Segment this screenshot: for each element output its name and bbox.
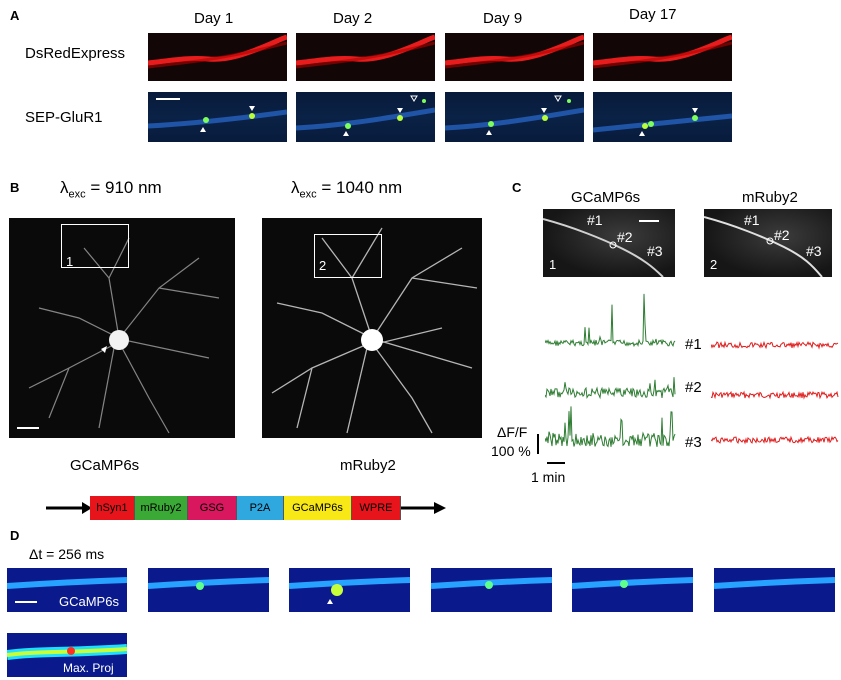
c-right-roi-1: #1 <box>744 212 760 228</box>
left-caption-gcamp6s: GCaMP6s <box>70 457 140 474</box>
panel-a-label: A <box>10 8 20 23</box>
panel-c-left-title: GCaMP6s <box>571 189 641 206</box>
d-max-projection-label: Max. Proj <box>63 661 114 675</box>
panel-b-label: B <box>10 180 20 195</box>
red-trace-2 <box>711 390 839 400</box>
red-traces <box>711 340 839 445</box>
panel-c-label: C <box>512 180 522 195</box>
trace-label-1: #1 <box>685 336 702 353</box>
day-2-label: Day 2 <box>333 10 373 27</box>
roi-box-2 <box>314 234 382 278</box>
c-left-roi-3: #3 <box>647 243 663 259</box>
roi-box-1 <box>61 224 129 268</box>
green-traces <box>545 293 676 448</box>
c-left-roi-2: #2 <box>617 229 633 245</box>
d-frame-4 <box>431 568 552 612</box>
dsred-day9-image <box>445 33 584 81</box>
c-right-image-number: 2 <box>710 257 718 272</box>
construct-segment-hsyn1: hSyn1 <box>90 496 135 520</box>
sep-day9-image <box>445 92 584 142</box>
dsred-day2-image <box>296 33 435 81</box>
row-label-dsred: DsRedExpress <box>25 45 126 62</box>
c-gcamp6s-zoom-image: #1 #2 #3 1 <box>543 209 675 277</box>
roi-box-2-number: 2 <box>319 258 327 273</box>
mruby2-neuron-image: 2 <box>262 218 482 438</box>
d-frame-2 <box>148 568 269 612</box>
roi-box-1-number: 1 <box>66 254 74 269</box>
y-scale-label-line1: ΔF/F <box>497 424 528 440</box>
d-frame-3 <box>289 568 410 612</box>
d-frame-5 <box>572 568 693 612</box>
right-caption-mruby2: mRuby2 <box>340 457 396 474</box>
panel-d-label: D <box>10 528 20 543</box>
d-max-projection: Max. Proj <box>7 633 127 677</box>
y-scale-bar <box>537 434 539 454</box>
d-frame-1-label: GCaMP6s <box>59 594 119 609</box>
c-left-image-number: 1 <box>549 257 557 272</box>
construct-segment-gcamp6s: GCaMP6s <box>284 496 352 520</box>
panel-c-right-title: mRuby2 <box>742 189 798 206</box>
green-trace-2 <box>545 377 676 400</box>
construct-segment-wpre: WPRE <box>352 496 401 520</box>
c-right-roi-3: #3 <box>806 243 822 259</box>
row-label-sep-glur1: SEP-GluR1 <box>25 109 103 126</box>
x-scale-label: 1 min <box>531 469 566 485</box>
construct-diagram: hSyn1 mRuby2 GSG P2A GCaMP6s WPRE <box>46 496 446 520</box>
sep-day17-image <box>593 92 732 142</box>
day-1-label: Day 1 <box>194 10 234 27</box>
red-trace-3 <box>711 435 839 445</box>
c-mruby2-zoom-image: #1 #2 #3 2 <box>704 209 832 277</box>
trace-label-3: #3 <box>685 434 702 451</box>
sep-day2-image <box>296 92 435 142</box>
construct-segment-mruby2: mRuby2 <box>135 496 188 520</box>
y-scale-label-line2: 100 % <box>491 443 531 459</box>
sep-day1-image <box>148 92 287 142</box>
x-scale-bar <box>547 462 565 464</box>
construct-segment-p2a: P2A <box>237 496 284 520</box>
trace-label-2: #2 <box>685 379 702 396</box>
construct-segment-gsg: GSG <box>188 496 237 520</box>
gcamp6s-neuron-image: 1 <box>9 218 235 438</box>
dsred-day1-image <box>148 33 287 81</box>
c-left-roi-1: #1 <box>587 212 603 228</box>
dsred-day17-image <box>593 33 732 81</box>
d-frame-1: GCaMP6s <box>7 568 127 612</box>
green-trace-1 <box>545 293 676 348</box>
day-9-label: Day 9 <box>483 10 523 27</box>
red-trace-1 <box>711 340 839 350</box>
left-excitation-label: λexc = 910 nm <box>60 178 162 201</box>
c-right-roi-2: #2 <box>774 227 790 243</box>
green-trace-3 <box>545 406 676 448</box>
delta-t-label: Δt = 256 ms <box>29 546 105 562</box>
day-17-label: Day 17 <box>629 6 677 23</box>
d-frame-6 <box>714 568 835 612</box>
right-excitation-label: λexc = 1040 nm <box>291 178 403 201</box>
